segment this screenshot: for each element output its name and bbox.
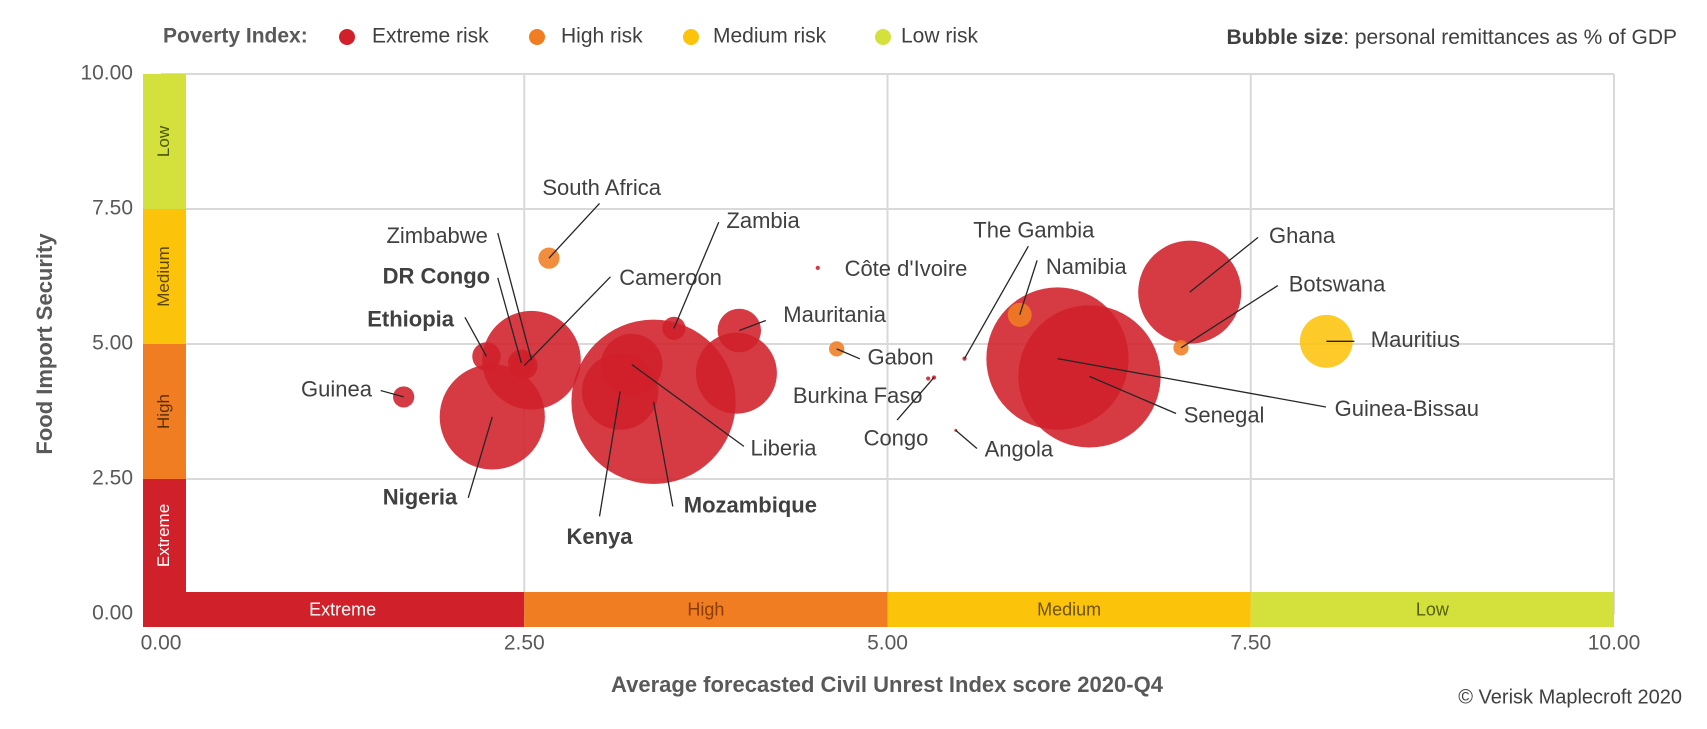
size-legend-text: : personal remittances as % of GDP	[1343, 26, 1677, 49]
bubble-label: Senegal	[1184, 403, 1265, 428]
leader-line	[548, 203, 600, 259]
bubble-label: Gabon	[868, 345, 934, 370]
leader-line	[836, 348, 861, 360]
bubble-label: Mauritius	[1371, 327, 1460, 352]
bubble-label: Botswana	[1289, 271, 1386, 296]
x-band-label: Low	[1416, 599, 1450, 619]
leader-line	[673, 221, 720, 329]
x-band-label: High	[687, 599, 724, 619]
legend-title: Poverty Index:	[163, 25, 308, 48]
leader-line	[523, 276, 611, 367]
y-band-label: Extreme	[154, 504, 173, 567]
leader-line	[1189, 236, 1259, 293]
legend-label: Medium risk	[713, 25, 827, 48]
leader-line	[955, 429, 978, 450]
bubble-label: Angola	[985, 437, 1054, 462]
x-band-label: Extreme	[309, 599, 376, 619]
leader-line	[631, 363, 745, 447]
leader-line	[1089, 375, 1177, 415]
x-tick-label: 5.00	[867, 632, 908, 655]
bubble-label: Kenya	[566, 524, 633, 549]
x-tick-label: 7.50	[1230, 632, 1271, 655]
bubble-label: Ethiopia	[367, 306, 455, 331]
y-band	[143, 479, 186, 592]
y-tick-label: 2.50	[92, 467, 133, 490]
leader-line	[1180, 284, 1279, 349]
bubble-label: Mozambique	[684, 492, 817, 517]
y-band	[143, 209, 186, 344]
bubble-label: Congo	[864, 426, 929, 451]
y-tick-label: 0.00	[92, 602, 133, 625]
bubble-label: Guinea	[301, 376, 373, 401]
bubble-label: Namibia	[1046, 254, 1127, 279]
bubble-label: Guinea-Bissau	[1335, 396, 1479, 421]
leader-line	[598, 391, 621, 517]
bubble-label: Nigeria	[383, 485, 458, 510]
bubble	[695, 332, 777, 414]
leader-line	[380, 389, 404, 398]
leader-line	[739, 319, 767, 332]
leader-line	[1057, 357, 1327, 408]
x-band	[887, 592, 1251, 627]
x-band	[143, 592, 525, 627]
bubble	[926, 376, 931, 381]
leader-line	[896, 377, 935, 421]
x-band	[1250, 592, 1614, 627]
x-tick-label: 0.00	[141, 632, 182, 655]
y-band-label: High	[154, 394, 173, 429]
bubble-label: Ghana	[1269, 223, 1336, 248]
legend-marker	[875, 29, 891, 45]
size-legend: Bubble size: personal remittances as % o…	[1226, 26, 1677, 49]
legend-label: Low risk	[901, 25, 979, 48]
bubble-label: South Africa	[542, 175, 661, 200]
x-band	[524, 592, 888, 627]
bubble-label: Côte d'Ivoire	[845, 256, 968, 281]
x-axis-title: Average forecasted Civil Unrest Index sc…	[611, 672, 1164, 697]
bubble-label: Burkina Faso	[793, 383, 923, 408]
x-tick-label: 2.50	[504, 632, 545, 655]
legend-label: High risk	[561, 25, 643, 48]
bubble-label: Zimbabwe	[386, 223, 487, 248]
x-band-label: Medium	[1037, 599, 1101, 619]
leader-line	[963, 245, 1029, 359]
leader-line	[464, 316, 488, 357]
y-band-label: Medium	[154, 246, 173, 306]
y-band-label: Low	[154, 125, 173, 157]
bubble-label: Mauritania	[783, 302, 886, 327]
y-band	[143, 74, 186, 209]
source: © Verisk Maplecroft 2020	[1458, 686, 1682, 708]
bubble	[815, 265, 820, 270]
y-band	[143, 344, 186, 479]
y-tick-label: 5.00	[92, 332, 133, 355]
leader-line	[652, 401, 674, 507]
legend-label: Extreme risk	[372, 25, 489, 48]
legend-marker	[339, 29, 355, 45]
bubble	[1138, 240, 1242, 344]
bubbles	[393, 240, 1353, 484]
x-tick-label: 10.00	[1588, 632, 1641, 655]
leader-line	[497, 232, 533, 361]
leader-line	[467, 416, 493, 498]
leader-line	[1019, 260, 1038, 316]
y-axis-title: Food Import Security	[32, 233, 57, 455]
y-tick-label: 7.50	[92, 197, 133, 220]
size-legend-label: Bubble size	[1226, 26, 1343, 49]
bubble	[1299, 314, 1353, 368]
y-tick-label: 10.00	[80, 62, 133, 85]
bubble-label: Cameroon	[619, 265, 722, 290]
bubble-label: The Gambia	[973, 218, 1095, 243]
bubble-label: Liberia	[750, 435, 817, 460]
legend-marker	[683, 29, 699, 45]
bubble-label: DR Congo	[383, 264, 491, 289]
leader-line	[497, 277, 522, 364]
bubble-label: Zambia	[726, 208, 800, 233]
legend-marker	[529, 29, 545, 45]
